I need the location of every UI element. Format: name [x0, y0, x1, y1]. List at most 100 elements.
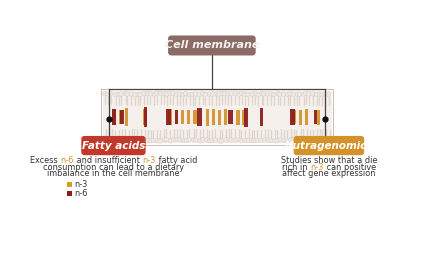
Bar [244, 108, 248, 126]
Circle shape [187, 137, 192, 142]
Bar [67, 191, 73, 196]
Circle shape [183, 91, 188, 96]
Circle shape [123, 91, 128, 96]
Circle shape [117, 92, 121, 97]
Circle shape [224, 137, 229, 142]
FancyBboxPatch shape [168, 35, 256, 56]
Bar [314, 110, 318, 124]
Circle shape [314, 92, 319, 97]
Circle shape [210, 92, 215, 96]
Circle shape [246, 138, 251, 143]
Circle shape [158, 139, 162, 143]
Bar [119, 110, 122, 124]
Text: imbalance in the cell membrane: imbalance in the cell membrane [47, 169, 180, 178]
Bar [236, 109, 240, 125]
Circle shape [240, 91, 244, 96]
Circle shape [129, 92, 134, 96]
Circle shape [233, 138, 237, 142]
Bar [197, 108, 202, 126]
Circle shape [135, 138, 139, 142]
Circle shape [152, 92, 157, 97]
Circle shape [256, 93, 261, 97]
Circle shape [201, 91, 205, 96]
Circle shape [106, 91, 110, 96]
Circle shape [112, 139, 117, 143]
Bar [212, 109, 215, 125]
Circle shape [162, 138, 167, 142]
Circle shape [155, 139, 159, 143]
Circle shape [291, 92, 296, 97]
Circle shape [229, 138, 234, 143]
Text: n-3: n-3 [75, 180, 88, 189]
Bar [168, 109, 172, 125]
Bar [101, 89, 333, 145]
Circle shape [138, 137, 143, 142]
Circle shape [148, 91, 153, 96]
Circle shape [243, 92, 248, 97]
Text: can positive: can positive [324, 162, 376, 171]
Text: n-3: n-3 [310, 162, 324, 171]
Bar [120, 110, 124, 124]
Circle shape [155, 91, 159, 96]
Circle shape [285, 139, 289, 143]
Circle shape [148, 139, 153, 143]
Circle shape [145, 139, 150, 143]
Circle shape [278, 92, 282, 97]
Circle shape [310, 91, 315, 96]
Bar [125, 108, 128, 126]
Circle shape [307, 91, 312, 96]
Circle shape [117, 139, 122, 143]
Circle shape [120, 137, 124, 142]
Circle shape [239, 139, 243, 143]
Text: Excess: Excess [30, 155, 60, 164]
Circle shape [142, 91, 146, 96]
Circle shape [170, 91, 175, 96]
Bar [187, 110, 190, 124]
Circle shape [142, 138, 147, 143]
Circle shape [273, 139, 277, 143]
Circle shape [151, 138, 156, 143]
Circle shape [229, 91, 233, 96]
Circle shape [207, 138, 212, 143]
Circle shape [266, 137, 271, 142]
Circle shape [324, 137, 328, 142]
Circle shape [174, 92, 179, 96]
Circle shape [138, 92, 142, 97]
Bar [224, 109, 227, 125]
FancyBboxPatch shape [81, 136, 145, 155]
Circle shape [159, 91, 163, 96]
Bar [103, 91, 332, 143]
Circle shape [226, 91, 230, 96]
Bar [290, 109, 295, 125]
Circle shape [255, 138, 259, 143]
Circle shape [237, 137, 241, 142]
Bar [305, 109, 308, 125]
Text: n-3: n-3 [142, 155, 156, 164]
Circle shape [243, 138, 248, 143]
Circle shape [207, 92, 212, 96]
Circle shape [295, 92, 300, 97]
Circle shape [327, 138, 332, 143]
Circle shape [326, 92, 331, 97]
Circle shape [291, 137, 296, 142]
Circle shape [265, 91, 270, 96]
Circle shape [136, 93, 141, 97]
Circle shape [177, 137, 182, 142]
Circle shape [259, 91, 264, 96]
Text: fatty acid: fatty acid [156, 155, 197, 164]
Circle shape [110, 138, 115, 142]
Circle shape [133, 92, 137, 97]
Circle shape [308, 138, 312, 143]
Bar [243, 110, 246, 124]
Circle shape [102, 91, 107, 96]
Circle shape [285, 92, 290, 97]
Bar [112, 109, 116, 125]
Circle shape [164, 137, 169, 142]
Bar [193, 110, 197, 124]
Bar [181, 110, 184, 124]
Circle shape [178, 92, 182, 96]
Bar [259, 108, 263, 126]
Circle shape [125, 92, 129, 96]
Circle shape [275, 139, 279, 143]
Bar [143, 109, 147, 125]
